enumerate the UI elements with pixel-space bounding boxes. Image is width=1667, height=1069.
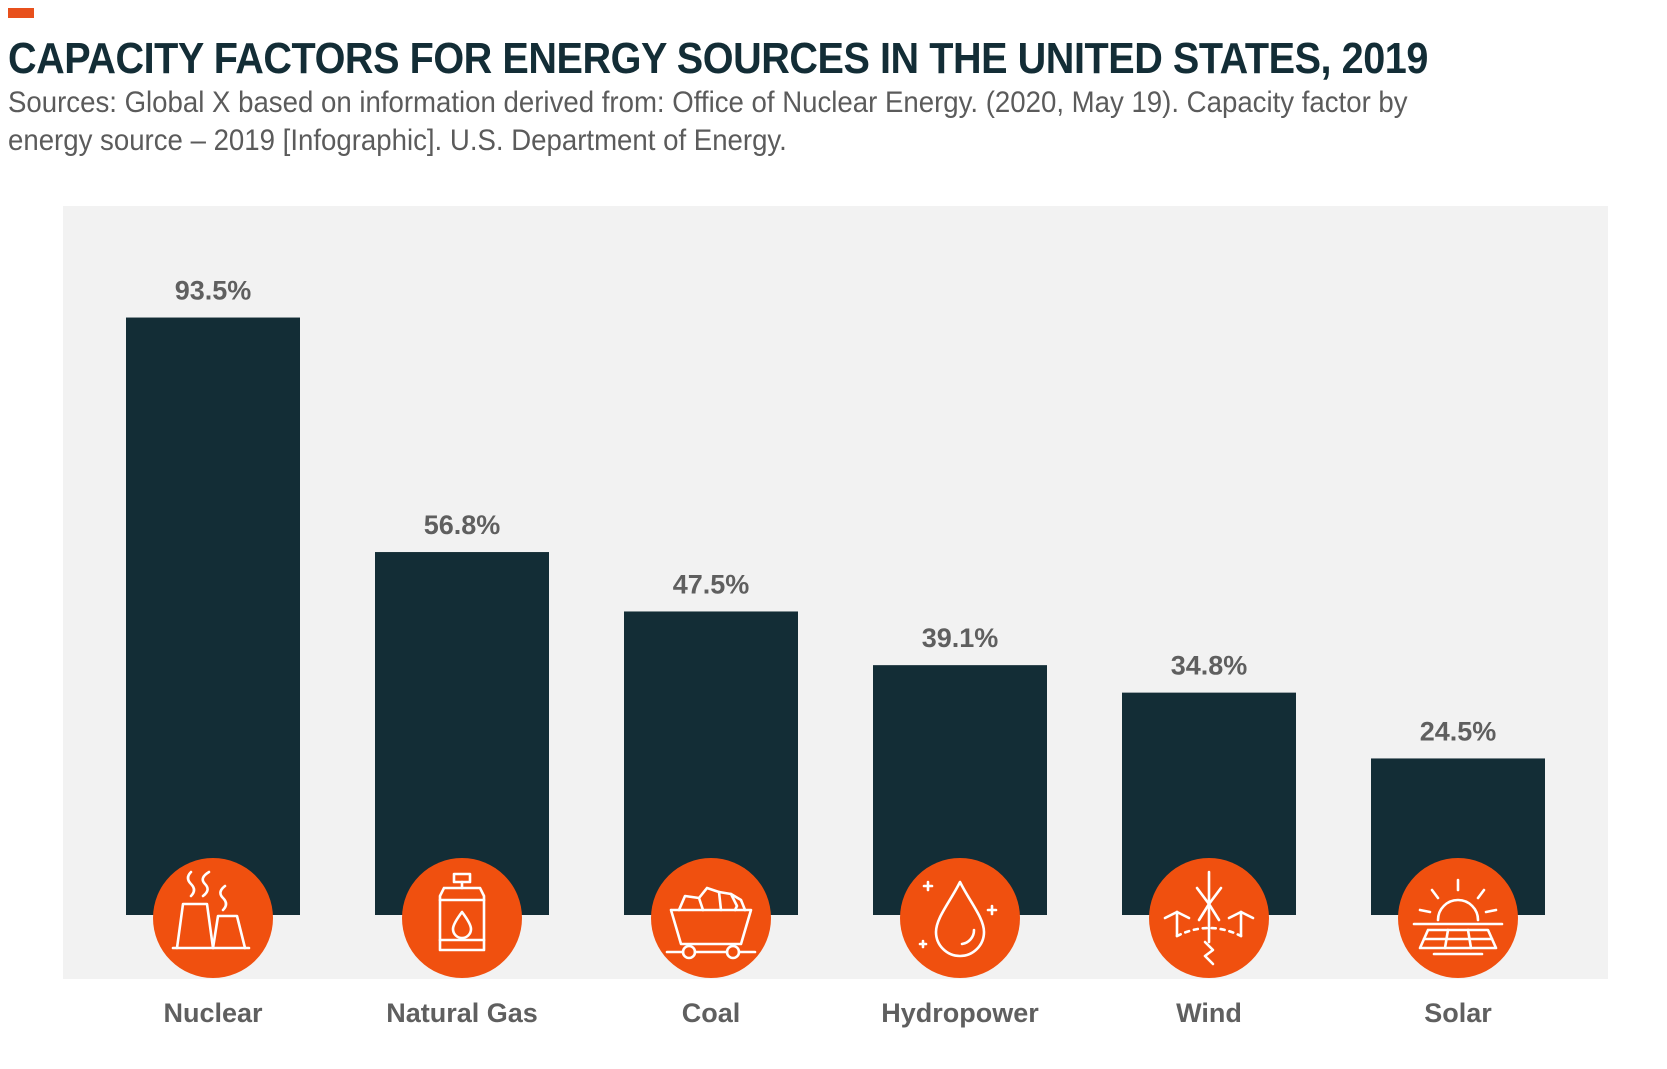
- value-label-hydropower: 39.1%: [922, 623, 999, 653]
- category-label-coal: Coal: [682, 998, 741, 1028]
- value-label-nuclear: 93.5%: [175, 276, 252, 306]
- chart-title: CAPACITY FACTORS FOR ENERGY SOURCES IN T…: [8, 34, 1428, 83]
- chart-source-note: Sources: Global X based on information d…: [8, 86, 1408, 157]
- solar-panel-icon: [1398, 858, 1518, 978]
- value-label-solar: 24.5%: [1420, 716, 1497, 746]
- gas-cylinder-icon: [402, 858, 522, 978]
- coal-cart-icon: [651, 858, 771, 978]
- category-label-wind: Wind: [1176, 998, 1242, 1028]
- plot-area: [63, 206, 1608, 979]
- nuclear-plant-icon: [153, 858, 273, 978]
- category-label-solar: Solar: [1424, 998, 1492, 1028]
- value-label-coal: 47.5%: [673, 569, 750, 599]
- wind-turbine-icon: [1149, 858, 1269, 978]
- bar-natural-gas: [375, 552, 549, 915]
- accent-bar: [8, 8, 34, 18]
- category-label-nuclear: Nuclear: [163, 998, 263, 1028]
- water-drop-icon: [900, 858, 1020, 978]
- value-label-wind: 34.8%: [1171, 651, 1248, 681]
- category-label-hydropower: Hydropower: [881, 998, 1039, 1028]
- category-label-natural-gas: Natural Gas: [386, 998, 538, 1028]
- value-label-natural-gas: 56.8%: [424, 510, 501, 540]
- bar-nuclear: [126, 317, 300, 915]
